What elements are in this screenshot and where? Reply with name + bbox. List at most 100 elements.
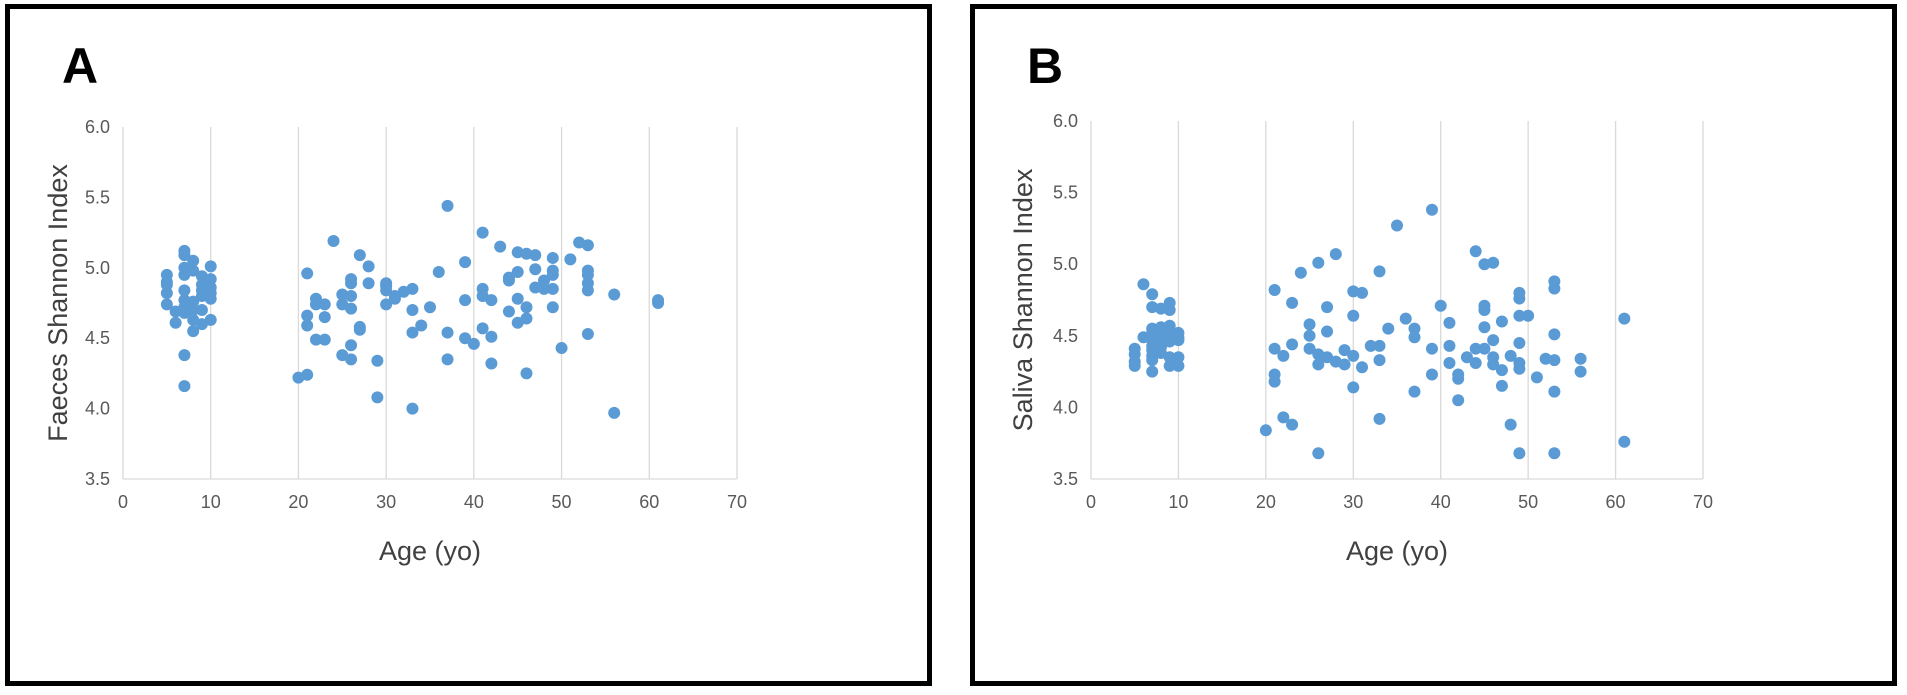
y-tick-label: 4.5 [1053,326,1078,346]
data-point [195,304,208,317]
data-point [1172,351,1185,364]
y-tick-label: 4.5 [85,328,110,348]
data-point [1478,342,1491,355]
data-point [1321,325,1334,338]
data-point [415,319,428,332]
data-point [1513,362,1526,375]
data-point [1382,322,1395,335]
data-point [581,284,594,297]
data-point [459,294,472,307]
x-tick-label: 20 [288,492,308,512]
data-point [1146,365,1159,378]
data-point [1128,359,1141,372]
data-point [581,268,594,281]
data-point [581,239,594,252]
x-axis-title: Age (yo) [379,536,481,566]
x-tick-label: 60 [639,492,659,512]
data-point [1172,359,1185,372]
data-point [441,353,454,366]
data-point [187,295,200,308]
data-point [1574,352,1587,365]
data-point [1548,385,1561,398]
data-point [371,354,384,367]
panel-a: A 0 10 20 30 40 50 60 70 3.5 4.0 4.5 5.0 5.5 6.0 Age (… [5,4,932,686]
data-point [546,268,559,281]
data-point [1277,411,1290,424]
y-tick-label: 5.0 [85,258,110,278]
data-point [371,391,384,404]
data-point [1548,354,1561,367]
data-point [529,249,542,262]
data-point [160,287,173,300]
y-tick-label: 6.0 [85,117,110,137]
data-point [1504,349,1517,362]
data-point [204,313,217,326]
data-point [1347,309,1360,322]
data-point [608,288,621,301]
data-point [204,260,217,273]
data-point [1408,385,1421,398]
data-point [581,327,594,340]
data-point [301,267,314,280]
x-tick-label: 20 [1256,492,1276,512]
data-point [1574,365,1587,378]
data-point [1495,364,1508,377]
data-point [204,292,217,305]
data-point [1469,245,1482,258]
data-point [1373,412,1386,425]
data-point [318,311,331,324]
data-point [301,319,314,332]
x-axis-title: Age (yo) [1346,536,1448,566]
data-point [1504,418,1517,431]
data-point [1452,372,1465,385]
y-tick-label: 6.0 [1053,111,1078,131]
data-point [555,342,568,355]
data-point [564,253,577,266]
data-point [1286,338,1299,351]
data-point [318,333,331,346]
data-point [1146,288,1159,301]
data-point [1259,424,1272,437]
data-point [1425,203,1438,216]
data-point [187,325,200,338]
data-point [1487,256,1500,269]
y-tick-label: 5.5 [1053,183,1078,203]
data-point [406,326,419,339]
data-point [1373,354,1386,367]
data-point [467,337,480,350]
data-point [1513,447,1526,460]
data-point [1347,381,1360,394]
data-point [1163,359,1176,372]
data-point [652,297,665,309]
data-point [1347,349,1360,362]
y-tick-label: 4.0 [85,399,110,419]
data-point [424,301,436,314]
data-point [1548,282,1561,295]
y-tick-label: 3.5 [85,469,110,489]
data-point [1286,296,1299,309]
panel-b: B 0 10 20 30 40 50 60 70 3.5 4.0 4.5 5.0 5.5 6.0 Age (… [970,4,1897,686]
x-tick-label: 40 [464,492,484,512]
y-tick-label: 4.0 [1053,397,1078,417]
data-point [345,302,358,315]
data-point [546,282,559,295]
x-tick-label: 40 [1431,492,1451,512]
data-point [546,251,559,264]
data-point [432,266,445,279]
x-tick-label: 30 [376,492,396,512]
data-point [476,322,489,335]
data-point [1443,357,1456,370]
data-point [1425,368,1438,381]
data-point [1312,447,1325,460]
data-point [1513,309,1526,322]
data-point [1329,248,1342,261]
data-point [309,298,322,311]
data-point [1312,256,1325,269]
x-tick-label: 0 [1086,492,1096,512]
data-point [327,235,340,248]
data-point [1303,342,1316,355]
data-point [169,316,182,329]
data-point [204,273,217,286]
y-tick-label: 3.5 [1053,469,1078,489]
data-point [1268,342,1281,355]
